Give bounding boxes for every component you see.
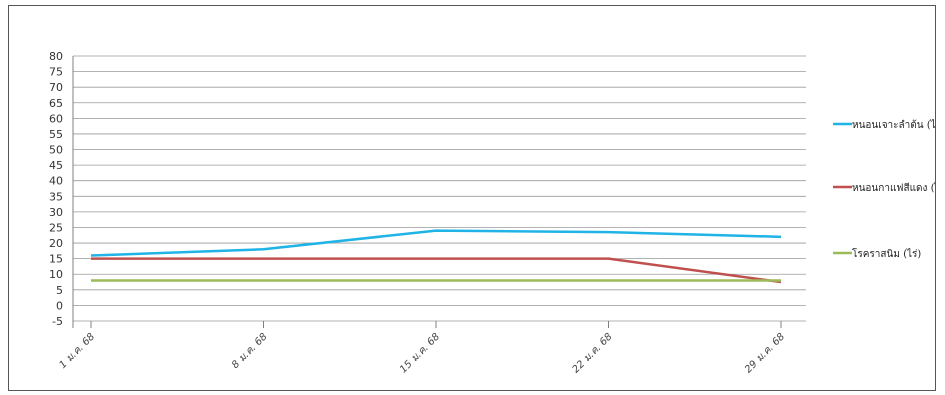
series-line-2: [91, 257, 782, 284]
x-tick-label: 1 ม.ค. 68: [57, 331, 97, 371]
y-tick-label: 20: [49, 237, 63, 250]
y-tick-label: 10: [49, 268, 63, 281]
axes: [72, 56, 782, 328]
y-tick-label: -5: [52, 315, 63, 328]
y-tick-labels: -5 0 5 10 15 20 25 30 35 40 45 50 55 60 65 70 75 80: [49, 50, 63, 328]
y-tick-label: 25: [49, 221, 63, 234]
series-line-1: [90, 229, 782, 257]
y-tick-label: 40: [49, 175, 63, 188]
legend-label: หนอนเจาะลำต้น (ไร่): [852, 119, 935, 131]
y-tick-label: 30: [49, 206, 63, 219]
chart-frame: -5 0 5 10 15 20 25 30 35 40 45 50 55 60 65 70 75 80 1 ม.ค…: [8, 5, 936, 391]
grid-lines: [73, 55, 806, 322]
legend-label: หนอนกาแฟสีแดง (ไร่): [852, 182, 935, 194]
x-tick-label: 15 ม.ค. 68: [398, 331, 442, 375]
y-tick-label: 0: [56, 299, 63, 312]
y-tick-label: 70: [49, 81, 63, 94]
x-tick-label: 8 ม.ค. 68: [230, 331, 270, 371]
y-tick-label: 15: [49, 253, 63, 266]
y-tick-label: 60: [49, 112, 63, 125]
legend: หนอนเจาะลำต้น (ไร่) หนอนกาแฟสีแดง (ไร่) โร…: [833, 119, 935, 260]
y-tick-label: 55: [49, 128, 63, 141]
x-tick-label: 22 ม.ค. 68: [570, 331, 614, 375]
line-chart: -5 0 5 10 15 20 25 30 35 40 45 50 55 60 65 70 75 80 1 ม.ค…: [49, 50, 935, 376]
x-tick-labels: 1 ม.ค. 68 8 ม.ค. 68 15 ม.ค. 68 22 ม.ค. 68 29…: [57, 331, 787, 375]
y-tick-label: 35: [49, 190, 63, 203]
y-tick-label: 50: [49, 144, 63, 157]
y-tick-label: 65: [49, 97, 63, 110]
y-tick-label: 80: [49, 50, 63, 63]
y-tick-label: 45: [49, 159, 63, 172]
y-tick-label: 75: [49, 66, 63, 79]
x-tick-label: 29 ม.ค. 68: [743, 331, 787, 375]
series-lines: [90, 229, 782, 284]
y-tick-label: 5: [56, 284, 63, 297]
legend-label: โรคราสนิม (ไร่): [852, 247, 921, 260]
